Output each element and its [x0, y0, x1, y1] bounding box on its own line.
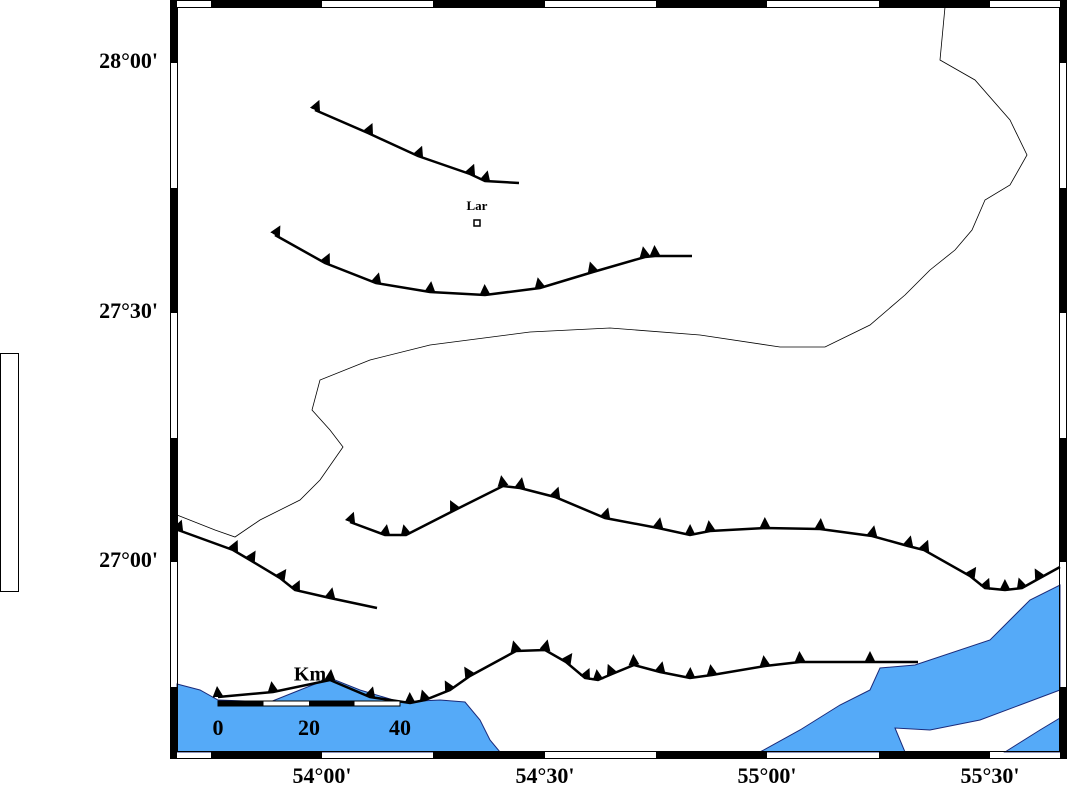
- fault: [172, 519, 378, 610]
- lon-label: 55°00': [738, 763, 797, 788]
- legend-box: [0, 353, 19, 592]
- lon-label: 55°30': [961, 763, 1020, 788]
- map-frame: [170, 0, 1067, 759]
- scale-label: 40: [389, 715, 411, 740]
- scale-unit: Km: [294, 664, 327, 686]
- lon-label: 54°00': [293, 763, 352, 788]
- fault: [344, 475, 1061, 592]
- lat-label: 27°00': [99, 547, 158, 572]
- fault: [212, 639, 918, 705]
- lat-label: 27°30': [99, 298, 158, 323]
- city-marker: [473, 219, 481, 227]
- scale-label: 0: [213, 715, 224, 740]
- city-label: Lar: [467, 198, 488, 213]
- coastline: [176, 6, 1028, 538]
- fault: [309, 99, 520, 185]
- lat-label: 28°00': [99, 48, 158, 73]
- scale-label: 20: [298, 715, 320, 740]
- sea: [759, 584, 1061, 753]
- fault: [270, 225, 692, 297]
- lon-label: 54°30': [516, 763, 575, 788]
- map-area: Lar Km 0 20 40: [172, 6, 1061, 753]
- sea: [1003, 717, 1061, 753]
- scale-bar: Km 0 20 40: [213, 664, 412, 740]
